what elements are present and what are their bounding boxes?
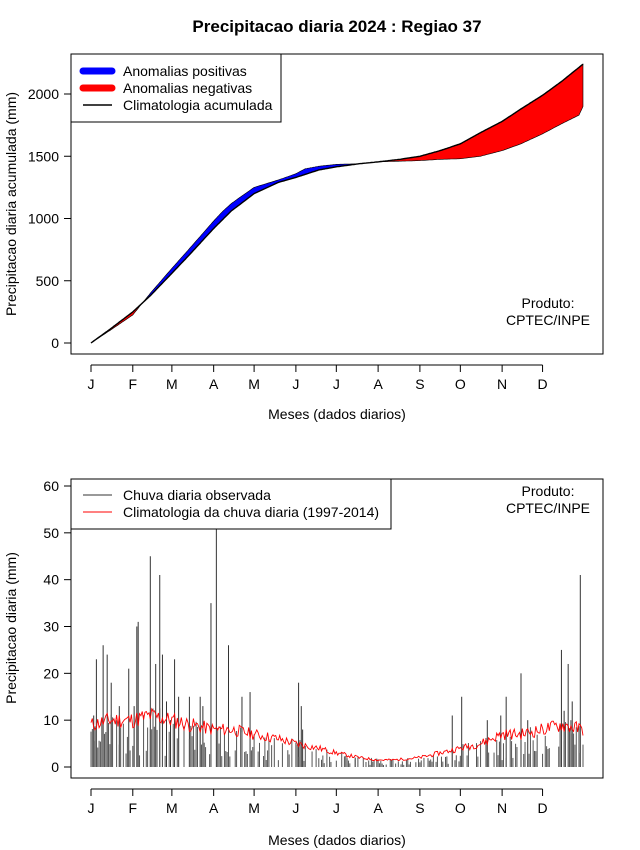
- y-tick-label: 0: [51, 759, 59, 775]
- y-tick-label: 2000: [28, 86, 59, 102]
- x-tick-label: J: [292, 376, 299, 392]
- y-tick-label: 0: [51, 335, 59, 351]
- x-tick-label: N: [497, 376, 507, 392]
- x-tick-label: O: [455, 800, 466, 816]
- plot2-y-axis-label: Precipitacao diaria (mm): [3, 552, 19, 704]
- x-tick-label: J: [88, 800, 95, 816]
- x-tick-label: D: [537, 376, 547, 392]
- legend-label-climatology: Climatologia acumulada: [123, 97, 273, 113]
- y-tick-label: 40: [43, 572, 59, 588]
- plot1-marks: [90, 63, 584, 344]
- y-tick-label: 60: [43, 478, 59, 494]
- y-tick-label: 30: [43, 619, 59, 635]
- x-tick-label: M: [166, 376, 178, 392]
- legend-box: [70, 478, 392, 530]
- product-label: Produto:: [522, 483, 575, 499]
- plot2-x-axis-label: Meses (dados diarios): [268, 832, 406, 848]
- x-tick-label: D: [537, 800, 547, 816]
- positive-anomaly-area: [143, 161, 380, 303]
- x-tick-label: S: [415, 800, 424, 816]
- x-tick-label: J: [292, 800, 299, 816]
- y-tick-label: 50: [43, 525, 59, 541]
- legend-label-positive: Anomalias positivas: [123, 63, 247, 79]
- x-tick-label: J: [333, 800, 340, 816]
- daily-chart-panel: J F M A M J J A S O N D 0 10 20 30 40 50 60 Meses (dados …: [3, 478, 604, 848]
- product-source: CPTEC/INPE: [506, 312, 590, 328]
- y-tick-label: 20: [43, 665, 59, 681]
- legend-label-climatology: Climatologia da chuva diaria (1997-2014): [123, 504, 379, 520]
- x-tick-label: A: [373, 800, 383, 816]
- x-tick-label: M: [248, 800, 260, 816]
- x-tick-label: M: [166, 800, 178, 816]
- x-tick-label: F: [129, 800, 138, 816]
- x-tick-label: M: [248, 376, 260, 392]
- plot1-y-axis: 0 500 1000 1500 2000: [28, 86, 72, 351]
- plot2-legend: Chuva diaria observada Climatologia da c…: [70, 478, 392, 530]
- x-tick-label: A: [209, 800, 219, 816]
- negative-anomaly-area: [379, 63, 584, 163]
- plot1-x-axis-label: Meses (dados diarios): [268, 406, 406, 422]
- y-tick-label: 1000: [28, 211, 59, 227]
- product-source: CPTEC/INPE: [506, 500, 590, 516]
- plot2-y-axis: 0 10 20 30 40 50 60: [43, 478, 72, 775]
- legend-label-observed: Chuva diaria observada: [123, 487, 271, 503]
- accumulated-chart-panel: Precipitacao diaria 2024 : Regiao 37 J F M…: [3, 17, 604, 422]
- x-tick-label: A: [209, 376, 219, 392]
- y-tick-label: 1500: [28, 148, 59, 164]
- product-label: Produto:: [522, 295, 575, 311]
- x-tick-label: J: [333, 376, 340, 392]
- x-tick-label: O: [455, 376, 466, 392]
- x-tick-label: S: [415, 376, 424, 392]
- daily-climatology-line: [90, 707, 584, 762]
- x-tick-label: J: [88, 376, 95, 392]
- x-tick-label: A: [373, 376, 383, 392]
- x-tick-label: F: [129, 376, 138, 392]
- y-tick-label: 500: [36, 273, 60, 289]
- plot2-marks: [90, 528, 584, 767]
- chart-title: Precipitacao diaria 2024 : Regiao 37: [192, 17, 481, 36]
- x-tick-label: N: [497, 800, 507, 816]
- plot1-legend: Anomalias positivas Anomalias negativas …: [70, 53, 282, 123]
- plot1-y-axis-label: Precipitacao diaria acumulada (mm): [3, 92, 19, 316]
- y-tick-label: 10: [43, 712, 59, 728]
- climatology-accumulated-line: [90, 63, 584, 344]
- legend-label-negative: Anomalias negativas: [123, 80, 252, 96]
